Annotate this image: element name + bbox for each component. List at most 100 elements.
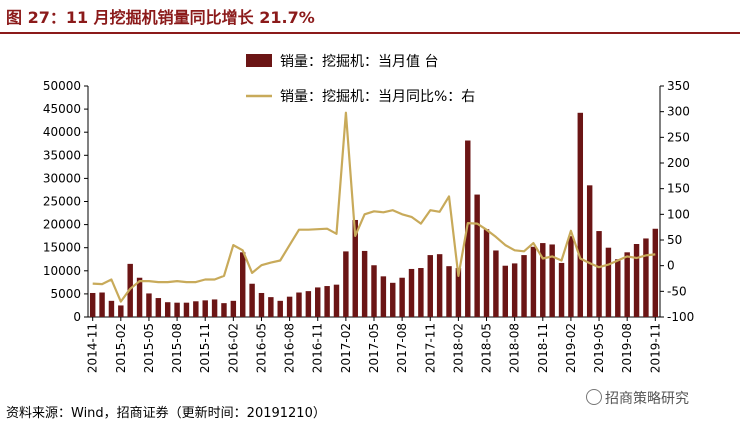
x-axis-tick-label: 2017-05 xyxy=(367,323,381,373)
bar xyxy=(164,302,171,317)
x-axis-tick-label: 2019-05 xyxy=(592,323,606,373)
bar xyxy=(511,263,518,317)
bar xyxy=(380,276,387,317)
left-axis-tick-label: 25000 xyxy=(43,195,81,209)
bar xyxy=(202,300,208,317)
chart-title: 图 27：11 月挖掘机销量同比增长 21.7% xyxy=(6,8,315,27)
bar xyxy=(502,265,508,317)
bar xyxy=(446,266,452,317)
bar xyxy=(633,244,640,317)
right-axis-tick-label: 250 xyxy=(667,130,690,144)
bar xyxy=(193,301,199,317)
bar xyxy=(155,298,162,317)
bar xyxy=(315,287,321,317)
x-axis-tick-label: 2018-08 xyxy=(508,323,522,373)
x-axis-tick-label: 2017-02 xyxy=(339,323,353,373)
bar xyxy=(118,305,124,317)
bar xyxy=(493,250,499,317)
source-note: 资料来源：Wind，招商证券（更新时间：20191210） xyxy=(6,406,326,421)
right-axis-tick-label: 50 xyxy=(667,233,682,247)
left-axis-tick-label: 20000 xyxy=(43,218,81,232)
bar xyxy=(240,252,246,317)
bar xyxy=(258,292,265,317)
left-axis-tick-label: 40000 xyxy=(43,125,81,139)
right-axis-tick-label: 0 xyxy=(667,259,675,273)
right-axis-tick-label: 150 xyxy=(667,182,690,196)
right-axis-tick-label: 350 xyxy=(667,79,690,93)
x-axis-tick-label: 2016-02 xyxy=(226,323,240,373)
x-axis-tick-label: 2014-11 xyxy=(86,323,100,373)
bar xyxy=(521,255,527,317)
bar xyxy=(483,229,490,317)
bar xyxy=(568,236,574,317)
bar xyxy=(174,302,180,317)
x-axis-tick-label: 2018-02 xyxy=(451,323,465,373)
legend-bar-swatch xyxy=(246,54,272,67)
bar xyxy=(596,231,602,317)
x-axis-tick-label: 2019-02 xyxy=(564,323,578,373)
bar xyxy=(296,292,302,317)
left-axis-tick-label: 30000 xyxy=(43,171,81,185)
x-axis-tick-label: 2015-08 xyxy=(170,323,184,373)
bar xyxy=(540,243,546,317)
bar xyxy=(249,283,255,317)
bar xyxy=(474,194,480,317)
bar xyxy=(136,277,143,317)
bar xyxy=(211,299,218,317)
bar xyxy=(352,219,358,317)
right-axis-tick-label: 300 xyxy=(667,105,690,119)
right-axis-tick-label: -50 xyxy=(667,284,687,298)
x-axis-tick-label: 2016-08 xyxy=(283,323,297,373)
title-rule xyxy=(0,32,740,34)
x-axis-tick-label: 2019-11 xyxy=(648,323,662,373)
left-axis-tick-label: 15000 xyxy=(43,241,81,255)
bar xyxy=(549,244,555,317)
right-axis-tick-label: 100 xyxy=(667,207,690,221)
bar xyxy=(390,282,396,317)
x-axis-tick-label: 2016-11 xyxy=(311,323,325,373)
bar xyxy=(652,228,659,317)
x-axis-tick-label: 2019-08 xyxy=(620,323,634,373)
wechat-icon xyxy=(586,389,602,405)
bar xyxy=(108,300,115,317)
bar xyxy=(333,284,340,317)
bar xyxy=(586,185,593,317)
bar xyxy=(361,250,368,317)
left-axis-tick-label: 45000 xyxy=(43,102,81,116)
x-axis-tick-label: 2017-11 xyxy=(423,323,437,373)
bar xyxy=(89,292,96,317)
bar xyxy=(183,302,190,317)
bar xyxy=(221,303,227,317)
left-axis-tick-label: 35000 xyxy=(43,148,81,162)
x-axis-tick-label: 2017-08 xyxy=(395,323,409,373)
right-axis-tick-label: -100 xyxy=(667,310,694,324)
bar xyxy=(146,293,152,317)
bar xyxy=(268,297,274,317)
bar xyxy=(399,277,405,317)
bar xyxy=(408,268,415,317)
bar xyxy=(624,252,630,317)
x-axis-tick-label: 2015-11 xyxy=(198,323,212,373)
bar xyxy=(286,296,293,317)
bar xyxy=(277,300,283,317)
bar xyxy=(530,246,537,317)
x-axis-tick-label: 2016-05 xyxy=(254,323,268,373)
legend-bar-label: 销量：挖掘机：当月值 台 xyxy=(280,54,438,70)
bar xyxy=(230,300,237,317)
bar xyxy=(324,286,330,317)
left-axis-tick-label: 10000 xyxy=(43,264,81,278)
bar xyxy=(418,268,424,317)
left-axis-tick-label: 5000 xyxy=(50,287,81,301)
yoy-line xyxy=(92,111,656,303)
legend-line-label: 销量：挖掘机：当月同比%：右 xyxy=(280,89,475,105)
left-axis-tick-label: 50000 xyxy=(43,79,81,93)
left-axis-tick-label: 0 xyxy=(73,310,81,324)
watermark-text: 招商策略研究 xyxy=(605,391,689,407)
bar xyxy=(615,259,621,317)
bar xyxy=(577,112,584,318)
x-axis-tick-label: 2018-11 xyxy=(536,323,550,373)
bar xyxy=(558,262,565,317)
x-axis-tick-label: 2015-02 xyxy=(114,323,128,373)
bar xyxy=(605,247,612,317)
